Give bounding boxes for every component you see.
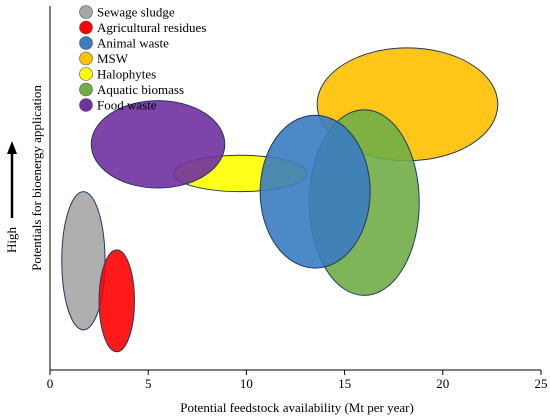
x-tick-layer: 0 5 10 15 20 25: [47, 370, 548, 391]
legend-label-animal-waste: Animal waste: [97, 36, 169, 51]
food-waste-ellipse: [90, 100, 226, 189]
legend-marker-food-waste: [79, 98, 93, 112]
y-axis-title: Potentials for bioenergy application: [29, 85, 44, 271]
legend-marker-aquatic-biomass: [79, 82, 93, 97]
legend-marker-animal-waste: [79, 36, 93, 50]
up-arrow-icon: [7, 141, 17, 154]
legend-marker-sewage-sludge: [79, 5, 93, 19]
legend-label-agricultural-residues: Agricultural residues: [97, 20, 206, 35]
legend-marker-agricultural-residues: [79, 20, 93, 35]
sewage-sludge-ellipse: [61, 191, 106, 331]
high-indicator: High: [4, 141, 19, 253]
animal-waste-ellipse: [259, 114, 371, 269]
x-tick-label: 15: [338, 376, 351, 391]
x-tick-label: 0: [47, 376, 54, 391]
legend-marker-halophytes: [79, 67, 93, 81]
legend-label-halophytes: Halophytes: [97, 67, 156, 82]
legend-label-msw: MSW: [97, 51, 129, 66]
legend-marker-msw: [79, 51, 93, 66]
x-tick-label: 5: [145, 376, 152, 391]
ellipse-layer: [61, 47, 499, 353]
agricultural-residues-ellipse: [98, 249, 135, 353]
x-tick-label: 10: [240, 376, 253, 391]
x-tick-label: 20: [436, 376, 449, 391]
legend-label-sewage-sludge: Sewage sludge: [97, 5, 175, 20]
x-axis-title: Potential feedstock availability (Mt per…: [180, 400, 414, 415]
legend-label-aquatic-biomass: Aquatic biomass: [97, 82, 184, 97]
x-tick-label: 25: [535, 376, 548, 391]
legend-label-food-waste: Food waste: [97, 98, 157, 113]
high-label: High: [4, 227, 19, 254]
